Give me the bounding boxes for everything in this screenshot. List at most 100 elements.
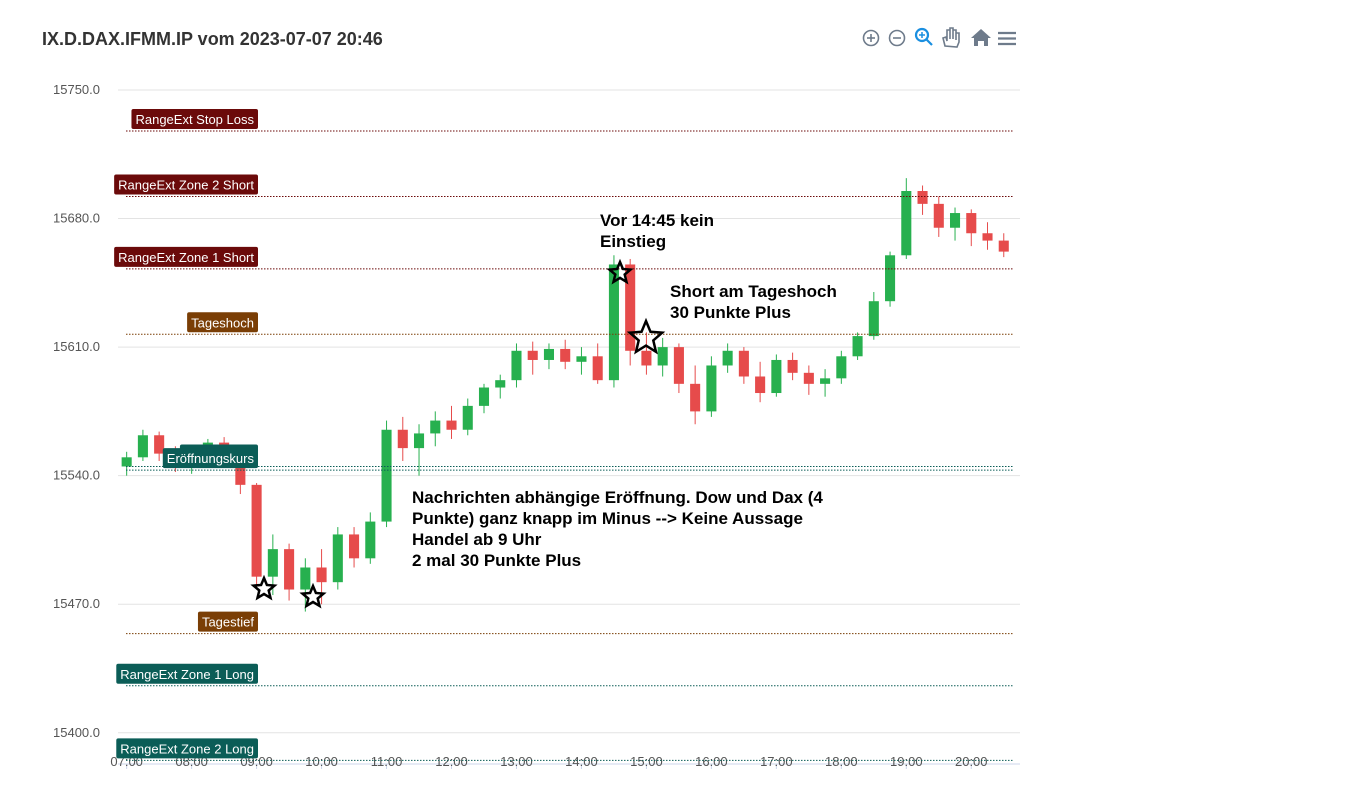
level-label-box — [197, 611, 258, 632]
zoom-select-button[interactable] — [914, 27, 933, 46]
star-marker — [626, 317, 666, 355]
level-label-box — [162, 448, 258, 469]
y-tick-label: 15750.0 — [53, 82, 100, 97]
candle-body — [755, 376, 766, 394]
level-label: Tagestief — [197, 611, 258, 632]
candle-body — [284, 549, 295, 590]
y-tick-label: 15610.0 — [53, 339, 100, 354]
star-marker — [299, 582, 327, 609]
level-label-text: RangeExt Stop Loss — [135, 112, 254, 127]
level-label: RangeExt Zone 2 Long — [116, 738, 258, 759]
level-label-text: Tageshoch — [191, 315, 254, 330]
level-label-box — [116, 663, 258, 684]
candle-body — [592, 356, 603, 381]
candle-body — [365, 521, 376, 559]
chart-title: IX.D.DAX.IFMM.IP vom 2023-07-07 20:46 — [42, 29, 383, 49]
candle-body — [154, 435, 165, 454]
x-tick-label: 12:00 — [435, 754, 468, 769]
level-label-text: RangeExt Zone 1 Short — [118, 250, 254, 265]
candle-body — [787, 359, 798, 373]
candle-body — [397, 429, 408, 449]
y-tick-label: 15680.0 — [53, 211, 100, 226]
level-label: RangeExt Zone 2 Short — [114, 174, 258, 195]
zoom-in-button[interactable] — [862, 29, 880, 47]
level-label-box — [114, 174, 258, 195]
toolbar[interactable] — [862, 27, 1017, 48]
level-label: Eröffnungskurs — [162, 448, 258, 469]
annotation-text: Vor 14:45 kein — [600, 211, 714, 230]
candle-body — [738, 350, 749, 377]
candle-body — [673, 347, 684, 384]
candle-body — [982, 233, 993, 241]
candle-body — [560, 348, 571, 362]
candle-body — [300, 567, 311, 590]
candle-body — [235, 460, 246, 485]
level-label: RangeExt Stop Loss — [131, 108, 258, 129]
x-tick-label: 18:00 — [825, 754, 858, 769]
candle-body — [803, 372, 814, 384]
x-tick-label: 14:00 — [565, 754, 598, 769]
x-tick-label: 17:00 — [760, 754, 793, 769]
candle-body — [495, 380, 506, 388]
candle-body — [852, 336, 863, 357]
candle-body — [543, 348, 555, 360]
x-tick-label: 11:00 — [371, 754, 403, 769]
level-label: Tageshoch — [187, 312, 258, 333]
candle-body — [381, 429, 392, 522]
annotation-text: Einstieg — [600, 232, 666, 251]
level-label-text: RangeExt Zone 2 Long — [120, 741, 254, 756]
candles — [121, 178, 1009, 612]
candle-body — [608, 264, 619, 381]
candle-body — [868, 301, 879, 337]
candle-body — [413, 433, 425, 449]
candle-body — [933, 203, 944, 228]
y-tick-label: 15540.0 — [53, 468, 100, 483]
candle-body — [478, 387, 490, 406]
candle-body — [949, 213, 961, 228]
annotation-text: Short am Tageshoch — [670, 282, 837, 301]
annotation-text: Nachrichten abhängige Eröffnung. Dow und… — [412, 488, 823, 507]
candle-body — [722, 350, 733, 366]
candle-body — [966, 213, 977, 234]
y-tick-label: 15470.0 — [53, 596, 100, 611]
candle-body — [657, 347, 668, 366]
x-tick-label: 20:00 — [955, 754, 988, 769]
annotation-text: Handel ab 9 Uhr — [412, 530, 542, 549]
annotation-text: 2 mal 30 Punkte Plus — [412, 551, 581, 570]
candle-body — [641, 350, 652, 366]
candle-body — [511, 350, 522, 381]
level-label-text: RangeExt Zone 2 Short — [118, 178, 254, 193]
candle-body — [251, 484, 262, 577]
x-tick-label: 15:00 — [630, 754, 663, 769]
level-label: RangeExt Zone 1 Short — [114, 246, 258, 267]
candle-body — [316, 567, 327, 583]
level-label-box — [131, 108, 258, 129]
candle-body — [349, 534, 360, 559]
candle-body — [998, 240, 1009, 252]
level-label-box — [114, 246, 258, 267]
candle-body — [625, 264, 636, 351]
star-marker — [250, 574, 278, 601]
x-tick-label: 10:00 — [305, 754, 338, 769]
candle-body — [430, 420, 441, 434]
pan-button[interactable] — [942, 27, 960, 48]
x-tick-label: 16:00 — [695, 754, 728, 769]
candle-body — [446, 420, 457, 430]
level-label: RangeExt Zone 1 Long — [116, 663, 258, 684]
candle-body — [527, 350, 538, 360]
candle-body — [917, 191, 928, 204]
candle-body — [771, 359, 782, 394]
annotation-text: Punkte) ganz knapp im Minus --> Keine Au… — [412, 509, 803, 528]
candle-body — [836, 356, 847, 379]
candle-body — [820, 378, 831, 384]
level-label-text: Tagestief — [202, 615, 254, 630]
candle-body — [267, 549, 278, 577]
home-button[interactable] — [971, 29, 991, 46]
candle-body — [137, 435, 148, 458]
level-label-box — [187, 312, 258, 333]
menu-button[interactable] — [998, 31, 1016, 46]
level-label-text: RangeExt Zone 1 Long — [120, 667, 254, 682]
x-tick-label: 13:00 — [500, 754, 533, 769]
zoom-out-button[interactable] — [888, 29, 906, 47]
